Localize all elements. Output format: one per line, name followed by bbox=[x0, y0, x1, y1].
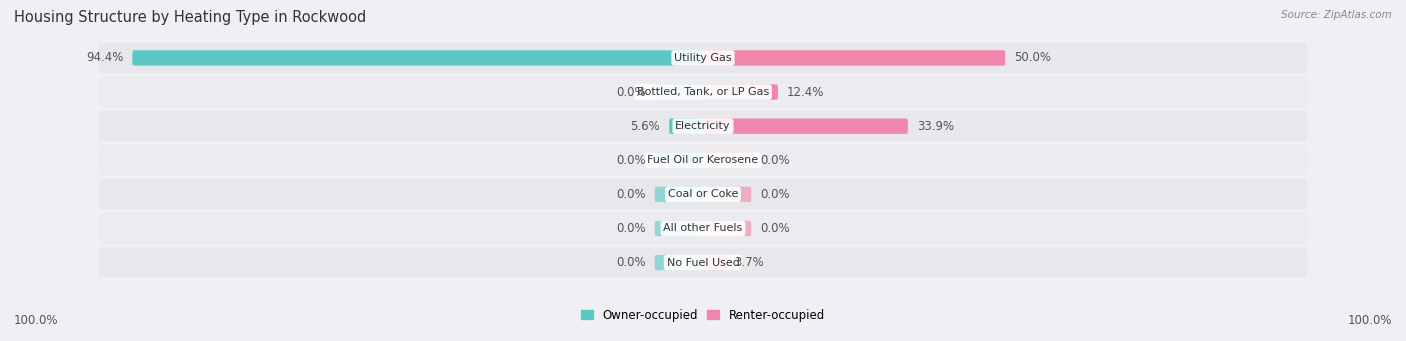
FancyBboxPatch shape bbox=[703, 153, 751, 168]
FancyBboxPatch shape bbox=[98, 77, 1308, 107]
Text: 0.0%: 0.0% bbox=[616, 154, 645, 167]
Text: 12.4%: 12.4% bbox=[787, 86, 824, 99]
Text: 0.0%: 0.0% bbox=[761, 222, 790, 235]
Text: Coal or Coke: Coal or Coke bbox=[668, 189, 738, 199]
Text: 50.0%: 50.0% bbox=[1014, 51, 1052, 64]
Text: Bottled, Tank, or LP Gas: Bottled, Tank, or LP Gas bbox=[637, 87, 769, 97]
FancyBboxPatch shape bbox=[703, 187, 751, 202]
Text: 94.4%: 94.4% bbox=[86, 51, 124, 64]
FancyBboxPatch shape bbox=[655, 221, 703, 236]
FancyBboxPatch shape bbox=[98, 213, 1308, 243]
Text: Utility Gas: Utility Gas bbox=[675, 53, 731, 63]
FancyBboxPatch shape bbox=[132, 50, 703, 66]
Text: 100.0%: 100.0% bbox=[1347, 314, 1392, 327]
FancyBboxPatch shape bbox=[703, 119, 908, 134]
Text: 0.0%: 0.0% bbox=[616, 222, 645, 235]
FancyBboxPatch shape bbox=[98, 179, 1308, 209]
FancyBboxPatch shape bbox=[703, 85, 778, 100]
Text: 0.0%: 0.0% bbox=[616, 188, 645, 201]
FancyBboxPatch shape bbox=[98, 145, 1308, 175]
Text: All other Fuels: All other Fuels bbox=[664, 223, 742, 234]
FancyBboxPatch shape bbox=[655, 85, 703, 100]
FancyBboxPatch shape bbox=[98, 111, 1308, 141]
Legend: Owner-occupied, Renter-occupied: Owner-occupied, Renter-occupied bbox=[576, 304, 830, 326]
Text: Fuel Oil or Kerosene: Fuel Oil or Kerosene bbox=[647, 155, 759, 165]
Text: 0.0%: 0.0% bbox=[761, 154, 790, 167]
FancyBboxPatch shape bbox=[703, 255, 725, 270]
FancyBboxPatch shape bbox=[655, 255, 703, 270]
Text: 0.0%: 0.0% bbox=[616, 256, 645, 269]
Text: No Fuel Used: No Fuel Used bbox=[666, 257, 740, 268]
FancyBboxPatch shape bbox=[669, 119, 703, 134]
FancyBboxPatch shape bbox=[703, 221, 751, 236]
FancyBboxPatch shape bbox=[655, 153, 703, 168]
Text: Electricity: Electricity bbox=[675, 121, 731, 131]
Text: Housing Structure by Heating Type in Rockwood: Housing Structure by Heating Type in Roc… bbox=[14, 10, 367, 25]
Text: 5.6%: 5.6% bbox=[630, 120, 659, 133]
Text: 0.0%: 0.0% bbox=[761, 188, 790, 201]
Text: Source: ZipAtlas.com: Source: ZipAtlas.com bbox=[1281, 10, 1392, 20]
Text: 3.7%: 3.7% bbox=[734, 256, 765, 269]
FancyBboxPatch shape bbox=[655, 187, 703, 202]
Text: 100.0%: 100.0% bbox=[14, 314, 59, 327]
Text: 33.9%: 33.9% bbox=[917, 120, 955, 133]
Text: 0.0%: 0.0% bbox=[616, 86, 645, 99]
FancyBboxPatch shape bbox=[98, 248, 1308, 278]
FancyBboxPatch shape bbox=[98, 43, 1308, 73]
FancyBboxPatch shape bbox=[703, 50, 1005, 66]
